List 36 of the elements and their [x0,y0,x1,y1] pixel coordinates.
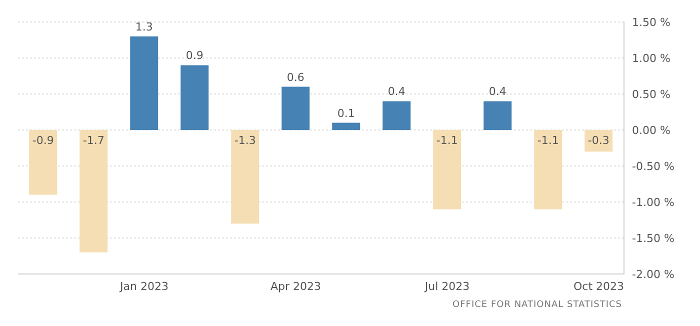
bar [130,36,158,130]
x-tick-label: Apr 2023 [270,280,322,293]
data-label: -1.7 [82,134,104,147]
x-tick-label: Jul 2023 [424,280,470,293]
data-label: -1.3 [234,134,256,147]
data-label: -0.3 [588,134,610,147]
bar [484,101,512,130]
text: OFFICE FOR NATIONAL STATISTICS [452,300,622,310]
bar [382,101,411,130]
data-label: 0.4 [488,85,506,98]
bar [80,130,108,252]
bar [433,130,462,210]
y-tick-label: -1.50 % [632,232,674,245]
y-tick-label: 1.00 % [632,52,670,65]
y-tick-label: 1.50 % [632,16,670,29]
x-tick-label: Oct 2023 [573,280,624,293]
x-tick-label: Jan 2023 [119,280,168,293]
data-label: 0.9 [186,49,204,62]
data-label: 1.3 [135,20,153,34]
bar [29,130,58,195]
bar [534,130,562,210]
data-label: -0.9 [32,134,54,147]
y-tick-label: 0.50 % [632,88,670,101]
y-tick-label: -0.50 % [632,160,674,173]
bar [231,130,260,224]
y-tick-label: -1.00 % [632,196,674,209]
y-tick-label: -2.00 % [632,268,674,281]
data-label: 0.1 [337,106,355,120]
bar [282,86,310,130]
data-label: -1.1 [537,134,559,147]
bar [180,65,209,130]
data-label: 0.4 [388,85,406,98]
y-tick-label: 0.00 % [632,124,670,137]
bar [332,122,360,130]
data-label: 0.6 [286,70,304,84]
data-label: -1.1 [436,134,458,147]
